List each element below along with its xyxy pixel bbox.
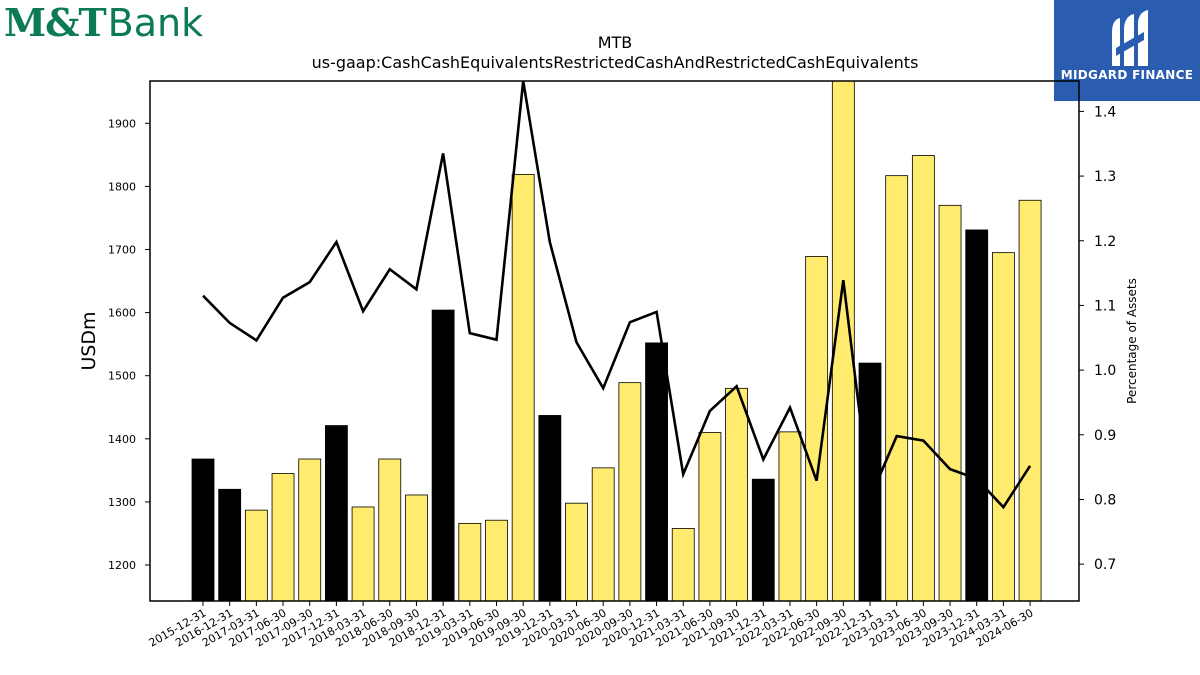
bar-2020-03-31: [565, 502, 588, 602]
bar-2024-03-31: [992, 252, 1015, 602]
bar-2019-12-31: [538, 415, 562, 602]
y-tick-label: 1500: [108, 370, 136, 383]
bar-2019-03-31: [458, 522, 482, 602]
bar-2015-12-31: [191, 458, 215, 602]
bar-series: [191, 80, 1042, 602]
midgard-finance-logo: MIDGARD FINANCE: [1054, 0, 1200, 101]
y2-tick-label: 1.3: [1094, 169, 1116, 185]
bar-2017-12-31: [324, 425, 348, 602]
mt-bank-logo: M&TBank: [4, 0, 204, 45]
bar-2021-12-31: [751, 478, 775, 602]
y-tick-label: 1200: [108, 559, 136, 572]
y2-tick-label: 0.7: [1094, 557, 1116, 573]
bar-2019-09-30: [511, 173, 535, 602]
y-axis-label: USDm: [78, 311, 100, 370]
y-tick-label: 1900: [108, 117, 136, 130]
bar-2021-09-30: [725, 387, 748, 602]
y2-tick-label: 1.0: [1094, 363, 1116, 379]
bar-2020-12-31: [645, 342, 668, 602]
bar-2017-06-30: [271, 473, 295, 602]
bar-2019-06-30: [485, 519, 508, 602]
bar-2017-03-31: [244, 509, 268, 602]
chart-subtitle: us-gaap:CashCashEquivalentsRestrictedCas…: [312, 53, 919, 72]
bar-2023-03-31: [885, 175, 909, 602]
y2-tick-label: 1.4: [1094, 104, 1116, 120]
y2-tick-label: 1.2: [1094, 234, 1116, 250]
bar-2018-03-31: [351, 506, 375, 602]
bar-2016-12-31: [218, 488, 242, 602]
midgard-m-logo-icon: [1112, 10, 1148, 66]
logo-mark: M&T: [4, 0, 107, 45]
y2-tick-label: 1.1: [1094, 298, 1116, 314]
y2-axis-label: Percentage of Assets: [1125, 278, 1139, 404]
y-axis-left: 1200 1300 1400 1500 1600 1700 1800 1900: [108, 117, 150, 572]
bar-2021-06-30: [698, 432, 722, 602]
bar-2017-09-30: [298, 458, 322, 602]
y-tick-label: 1600: [108, 307, 136, 320]
logo-word: Bank: [107, 1, 204, 45]
logo-text: MIDGARD FINANCE: [1060, 68, 1194, 82]
bar-2023-12-31: [965, 229, 989, 602]
percentage-line: [202, 80, 1032, 510]
x-axis: 2015-12-312016-12-312017-03-312017-06-30…: [147, 601, 1036, 650]
y-tick-label: 1400: [108, 433, 136, 446]
y-tick-label: 1300: [108, 496, 136, 509]
bar-2023-06-30: [911, 155, 935, 602]
plot-frame: [149, 80, 1080, 602]
bar-2021-03-31: [671, 528, 695, 602]
bar-2018-06-30: [378, 458, 402, 602]
y-tick-label: 1800: [108, 180, 136, 193]
bar-2018-09-30: [405, 494, 428, 602]
bar-2020-06-30: [591, 467, 615, 602]
y2-tick-label: 0.8: [1094, 492, 1116, 508]
bar-2018-12-31: [431, 309, 455, 602]
line-series: [202, 80, 1032, 510]
bar-2020-09-30: [618, 382, 642, 602]
bar-2023-09-30: [938, 204, 962, 602]
y-axis-right: 0.7 0.8 0.9 1.0 1.1 1.2 1.3 1.4: [1079, 104, 1116, 573]
bar-2024-06-30: [1018, 199, 1042, 602]
bar-2022-03-31: [778, 431, 802, 602]
y2-tick-label: 0.9: [1094, 428, 1116, 444]
chart-title: MTB: [598, 33, 633, 52]
y-tick-label: 1700: [108, 243, 136, 256]
